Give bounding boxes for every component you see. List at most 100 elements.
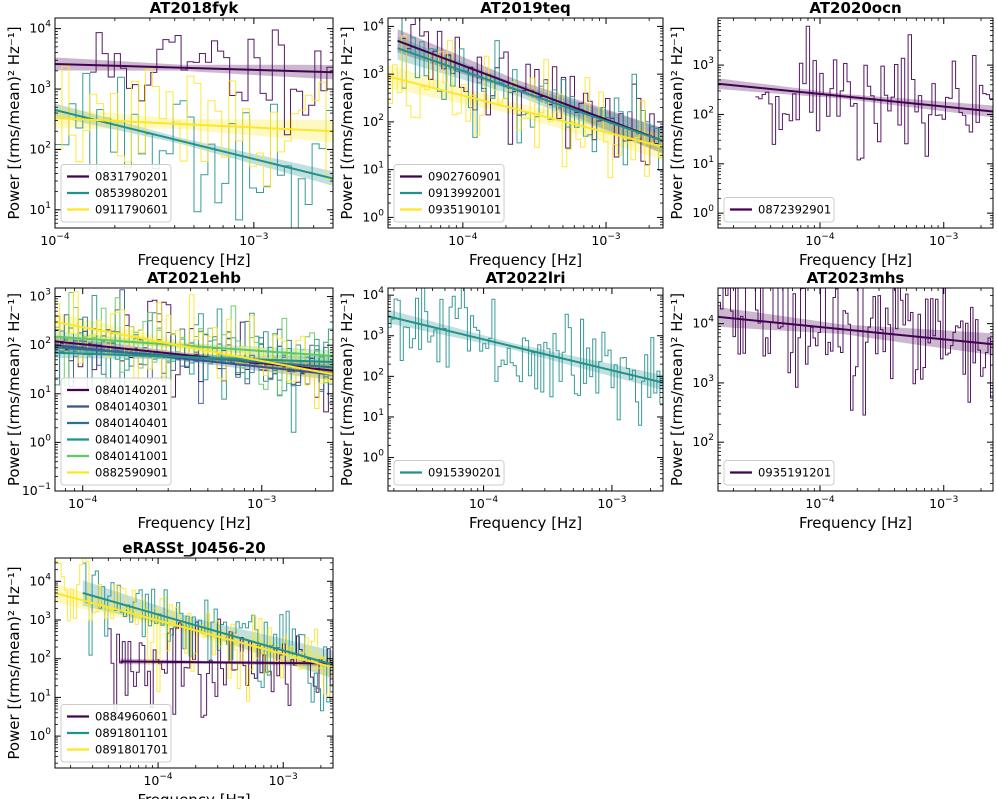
y-tick-label: 101 bbox=[362, 161, 384, 177]
y-tick-label: 103 bbox=[362, 65, 384, 81]
fit-line-0935191201 bbox=[718, 315, 993, 346]
legend-entry: 0872392901 bbox=[758, 203, 831, 217]
legend-entry: 0840140301 bbox=[95, 400, 168, 414]
x-tick-label: 10−3 bbox=[247, 495, 276, 511]
fit-line-0840140901 bbox=[55, 351, 333, 364]
legend-entry: 0840140401 bbox=[95, 416, 168, 430]
plot-area bbox=[718, 25, 993, 161]
legend: 0884960601 0891801101 0891801701 bbox=[60, 704, 172, 763]
fit-line-0884960601 bbox=[120, 660, 333, 665]
legend: 0902760901 0913992001 0935190101 bbox=[393, 164, 505, 223]
legend-entry: 0935190101 bbox=[428, 203, 501, 217]
x-tick-label: 10−3 bbox=[929, 495, 958, 511]
legend-entry: 0911790601 bbox=[95, 203, 168, 217]
axes-frame bbox=[717, 287, 994, 492]
chart-panel-2: 10−4 10−3 100 101 102 103 AT2020ocn Frequency [… bbox=[668, 0, 994, 269]
legend-entry: 0891801101 bbox=[95, 726, 168, 740]
legend: 0872392901 bbox=[723, 197, 835, 223]
y-tick-label: 103 bbox=[692, 374, 714, 390]
x-tick-label: 10−4 bbox=[805, 232, 834, 248]
y-tick-label: 103 bbox=[29, 80, 51, 96]
fit-line-0853980201 bbox=[55, 109, 333, 180]
legend: 0831790201 0853980201 0911790601 bbox=[60, 164, 172, 223]
periodogram-0913992001 bbox=[401, 18, 663, 171]
y-tick-label: 104 bbox=[29, 20, 51, 36]
plot-area bbox=[718, 288, 993, 416]
x-tick-label: 10−3 bbox=[929, 232, 958, 248]
minor-ticks bbox=[55, 18, 333, 228]
y-tick-label: 103 bbox=[692, 56, 714, 72]
x-tick-label: 10−4 bbox=[805, 495, 834, 511]
x-axis-label: Frequency [Hz] bbox=[469, 251, 582, 269]
chart-panel-5: 10−4 10−3 102 103 104 AT2023mhs Frequency [Hz]… bbox=[668, 269, 994, 532]
y-tick-label: 10−1 bbox=[22, 482, 51, 498]
legend-entry: 0831790201 bbox=[95, 170, 168, 184]
y-tick-label: 100 bbox=[362, 449, 384, 465]
y-tick-label: 104 bbox=[362, 286, 384, 302]
y-axis-label: Power [(rms/mean)² Hz⁻¹] bbox=[668, 26, 686, 219]
y-axis-label: Power [(rms/mean)² Hz⁻¹] bbox=[338, 26, 356, 219]
y-tick-label: 101 bbox=[692, 155, 714, 171]
legend-entry: 0840140201 bbox=[95, 383, 168, 397]
periodogram-0872392901 bbox=[755, 25, 993, 161]
x-axis-label: Frequency [Hz] bbox=[137, 514, 250, 532]
legend-entry: 0882590901 bbox=[95, 466, 168, 480]
periodogram-0935191201 bbox=[718, 288, 993, 416]
minor-ticks bbox=[388, 18, 663, 229]
minor-ticks bbox=[388, 288, 663, 491]
y-axis-label: Power [(rms/mean)² Hz⁻¹] bbox=[5, 566, 23, 759]
fit-line-0902760901 bbox=[397, 39, 663, 142]
chart-title: AT2018fyk bbox=[150, 0, 240, 17]
y-tick-label: 101 bbox=[29, 385, 51, 401]
legend: 0840140201 0840140301 0840140401 0840140901… bbox=[60, 377, 172, 486]
x-tick-label: 10−4 bbox=[143, 772, 172, 788]
legend-entry: 0915390201 bbox=[428, 466, 501, 480]
minor-ticks bbox=[55, 558, 333, 768]
chart-panel-3: 10−4 10−3 10−1 100 101 102 103 AT2021ehb Frequen… bbox=[5, 269, 334, 532]
plot-area bbox=[388, 18, 663, 179]
y-axis-label: Power [(rms/mean)² Hz⁻¹] bbox=[338, 293, 356, 486]
axes-frame bbox=[387, 17, 664, 229]
legend-entry: 0840141001 bbox=[95, 449, 168, 463]
plot-area bbox=[55, 289, 333, 433]
y-tick-label: 100 bbox=[692, 204, 714, 220]
axes-frame bbox=[717, 17, 994, 229]
axes-frame bbox=[54, 557, 334, 769]
x-tick-label: 10−3 bbox=[597, 495, 626, 511]
fit-line-0882590901 bbox=[55, 320, 333, 376]
fit-line-0915390201 bbox=[388, 315, 663, 384]
x-axis-label: Frequency [Hz] bbox=[799, 251, 912, 269]
y-tick-label: 102 bbox=[362, 113, 384, 129]
fit-line-0913992001 bbox=[397, 47, 663, 142]
periodogram-0831790201 bbox=[90, 29, 333, 136]
chart-panel-1: 10−4 10−3 100 101 102 103 104 AT2019teq Frequenc… bbox=[338, 0, 664, 269]
minor-ticks bbox=[55, 288, 333, 491]
periodogram-0911790601 bbox=[55, 65, 333, 188]
x-tick-label: 10−4 bbox=[448, 232, 477, 248]
minor-ticks bbox=[718, 288, 993, 491]
x-tick-label: 10−3 bbox=[239, 232, 268, 248]
fit-line-0831790201 bbox=[55, 62, 333, 74]
legend: 0935191201 bbox=[723, 460, 835, 486]
legend-entry: 0884960601 bbox=[95, 710, 168, 724]
x-axis-label: Frequency [Hz] bbox=[469, 514, 582, 532]
minor-ticks bbox=[718, 18, 993, 228]
x-tick-label: 10−3 bbox=[269, 772, 298, 788]
legend: 0915390201 bbox=[393, 460, 505, 486]
chart-title: AT2023mhs bbox=[807, 269, 905, 287]
y-tick-label: 100 bbox=[29, 433, 51, 449]
y-tick-label: 104 bbox=[692, 315, 714, 331]
legend-entry: 0891801701 bbox=[95, 743, 168, 757]
fit-line-0935190101 bbox=[388, 75, 663, 148]
y-tick-label: 100 bbox=[29, 727, 51, 743]
y-axis-label: Power [(rms/mean)² Hz⁻¹] bbox=[5, 293, 23, 486]
legend-entry: 0913992001 bbox=[428, 186, 501, 200]
periodogram-0882590901 bbox=[55, 291, 333, 409]
chart-panel-0: 10−4 10−3 101 102 103 104 AT2018fyk Frequency [… bbox=[5, 0, 334, 269]
y-tick-label: 104 bbox=[29, 572, 51, 588]
fit-line-0840141001 bbox=[55, 335, 333, 357]
y-tick-label: 102 bbox=[692, 105, 714, 121]
periodogram-0891801101 bbox=[82, 562, 333, 712]
legend-entry: 0853980201 bbox=[95, 186, 168, 200]
